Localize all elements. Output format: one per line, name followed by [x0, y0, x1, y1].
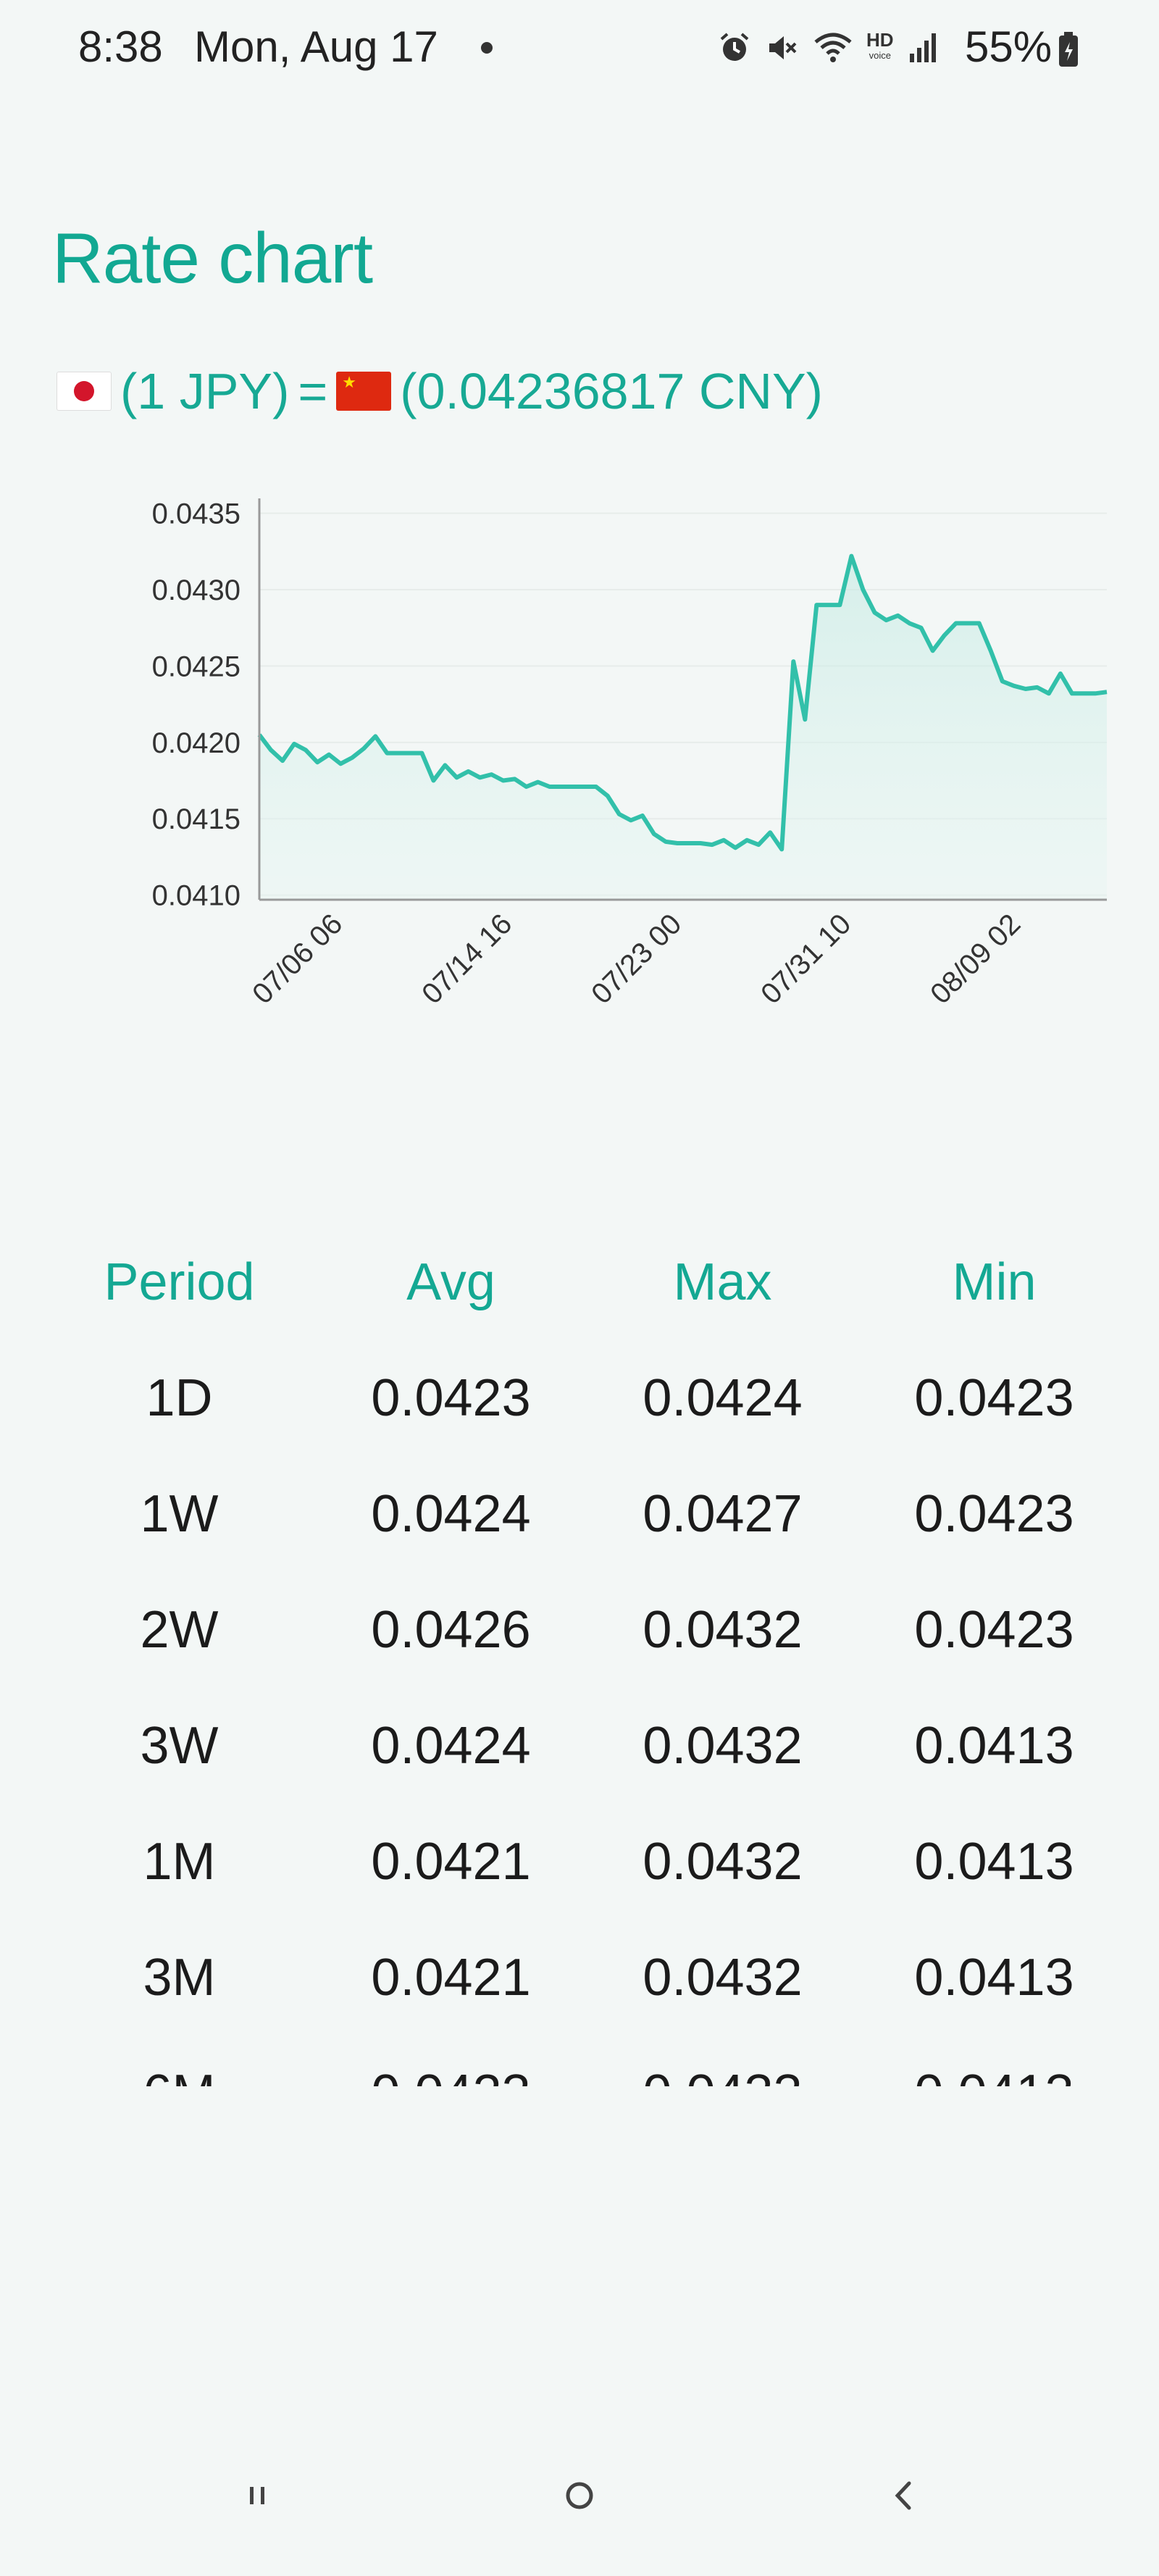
avg-cell: 0.0424 [371, 1717, 531, 1775]
y-tick-label: 0.0425 [152, 651, 240, 682]
table-row: 1D 0.0423 0.0424 0.0423 [43, 1340, 1130, 1456]
table-row: 3M 0.0421 0.0432 0.0413 [43, 1920, 1130, 2036]
min-cell: 0.0413 [858, 2064, 1130, 2086]
header-period: Period [104, 1253, 255, 1311]
table-row: 6M 0.0423 0.0433 0.0413 [43, 2036, 1130, 2086]
x-tick-label: 07/31 10 [755, 908, 857, 1010]
x-tick-label: 07/23 00 [585, 908, 687, 1010]
table-row: 3W 0.0424 0.0432 0.0413 [43, 1688, 1130, 1804]
table-header-row: Period Avg Max Min [43, 1224, 1130, 1340]
recents-button[interactable] [217, 2463, 297, 2528]
chart-area-fill [259, 556, 1107, 900]
avg-cell: 0.0424 [371, 1485, 531, 1543]
min-cell: 0.0413 [914, 1949, 1074, 2007]
max-cell: 0.0432 [643, 1833, 803, 1891]
max-cell: 0.0432 [643, 1601, 803, 1659]
max-cell: 0.0427 [643, 1485, 803, 1543]
table-row: 1W 0.0424 0.0427 0.0423 [43, 1456, 1130, 1572]
quote-amount: (0.04236817 CNY) [400, 363, 823, 419]
back-button[interactable] [863, 2463, 943, 2528]
period-cell: 6M [43, 2064, 315, 2086]
status-time: 8:38 [78, 22, 163, 71]
mute-icon [769, 36, 797, 59]
min-cell: 0.0413 [914, 1717, 1074, 1775]
avg-cell: 0.0421 [371, 1833, 531, 1891]
min-cell: 0.0423 [914, 1601, 1074, 1659]
x-tick-label: 07/14 16 [416, 908, 518, 1010]
equals-sign: = [298, 363, 328, 419]
status-bar: 8:38 Mon, Aug 17 HD voice 55% [0, 0, 1159, 94]
signal-icon [909, 33, 936, 62]
header-avg: Avg [406, 1253, 495, 1311]
y-tick-label: 0.0415 [152, 803, 240, 835]
max-cell: 0.0424 [643, 1369, 803, 1427]
back-icon [895, 2481, 911, 2510]
rate-chart[interactable]: 0.0435 0.0430 0.0425 0.0420 0.0415 0.0410 07/… [0, 478, 1159, 1058]
avg-cell: 0.0423 [315, 2064, 587, 2086]
header-max: Max [673, 1253, 772, 1311]
base-amount: (1 JPY) [120, 363, 290, 419]
battery-percent: 55% [965, 22, 1053, 71]
max-cell: 0.0432 [643, 1717, 803, 1775]
y-tick-label: 0.0430 [152, 574, 240, 606]
page-title: Rate chart [52, 218, 373, 298]
min-cell: 0.0413 [914, 1833, 1074, 1891]
rate-chart-svg[interactable]: 0.0435 0.0430 0.0425 0.0420 0.0415 0.0410 07/… [0, 478, 1159, 1058]
avg-cell: 0.0421 [371, 1949, 531, 2007]
period-cell: 3W [140, 1717, 219, 1775]
period-cell: 3M [143, 1949, 216, 2007]
recents-icon [250, 2487, 264, 2504]
avg-cell: 0.0426 [371, 1601, 531, 1659]
table-row: 1M 0.0421 0.0432 0.0413 [43, 1804, 1130, 1920]
alarm-icon [720, 33, 749, 61]
x-tick-label: 07/06 06 [246, 908, 348, 1010]
home-icon [566, 2482, 593, 2509]
min-cell: 0.0423 [914, 1369, 1074, 1427]
y-tick-label: 0.0420 [152, 727, 240, 759]
china-flag-icon [336, 372, 392, 411]
period-cell: 1M [143, 1833, 216, 1891]
status-icons: HD voice [717, 25, 939, 71]
table-row: 2W 0.0426 0.0432 0.0423 [43, 1572, 1130, 1688]
header-min: Min [952, 1253, 1037, 1311]
japan-flag-icon [57, 372, 112, 411]
period-cell: 1D [146, 1369, 213, 1427]
hd-voice-icon: HD voice [866, 29, 894, 64]
hd-sub-label: voice [869, 50, 891, 61]
x-tick-label: 08/09 02 [924, 908, 1026, 1010]
status-date: Mon, Aug 17 [194, 22, 438, 71]
min-cell: 0.0423 [914, 1485, 1074, 1543]
home-button[interactable] [540, 2463, 619, 2528]
notification-dot-icon [481, 42, 493, 54]
battery-icon [1059, 32, 1078, 67]
period-cell: 1W [140, 1485, 219, 1543]
max-cell: 0.0433 [587, 2064, 858, 2086]
chart-series-line [257, 553, 1108, 852]
wifi-icon [814, 33, 852, 62]
rate-summary: (1 JPY) = (0.04236817 CNY) [52, 362, 827, 420]
max-cell: 0.0432 [643, 1949, 803, 2007]
avg-cell: 0.0423 [371, 1369, 531, 1427]
y-tick-label: 0.0435 [152, 498, 240, 530]
hd-label: HD [866, 29, 894, 51]
rates-table: Period Avg Max Min 1D 0.0423 0.0424 0.04… [43, 1224, 1130, 2086]
period-cell: 2W [140, 1601, 219, 1659]
y-tick-label: 0.0410 [152, 880, 240, 912]
navigation-bar [0, 2449, 1159, 2543]
